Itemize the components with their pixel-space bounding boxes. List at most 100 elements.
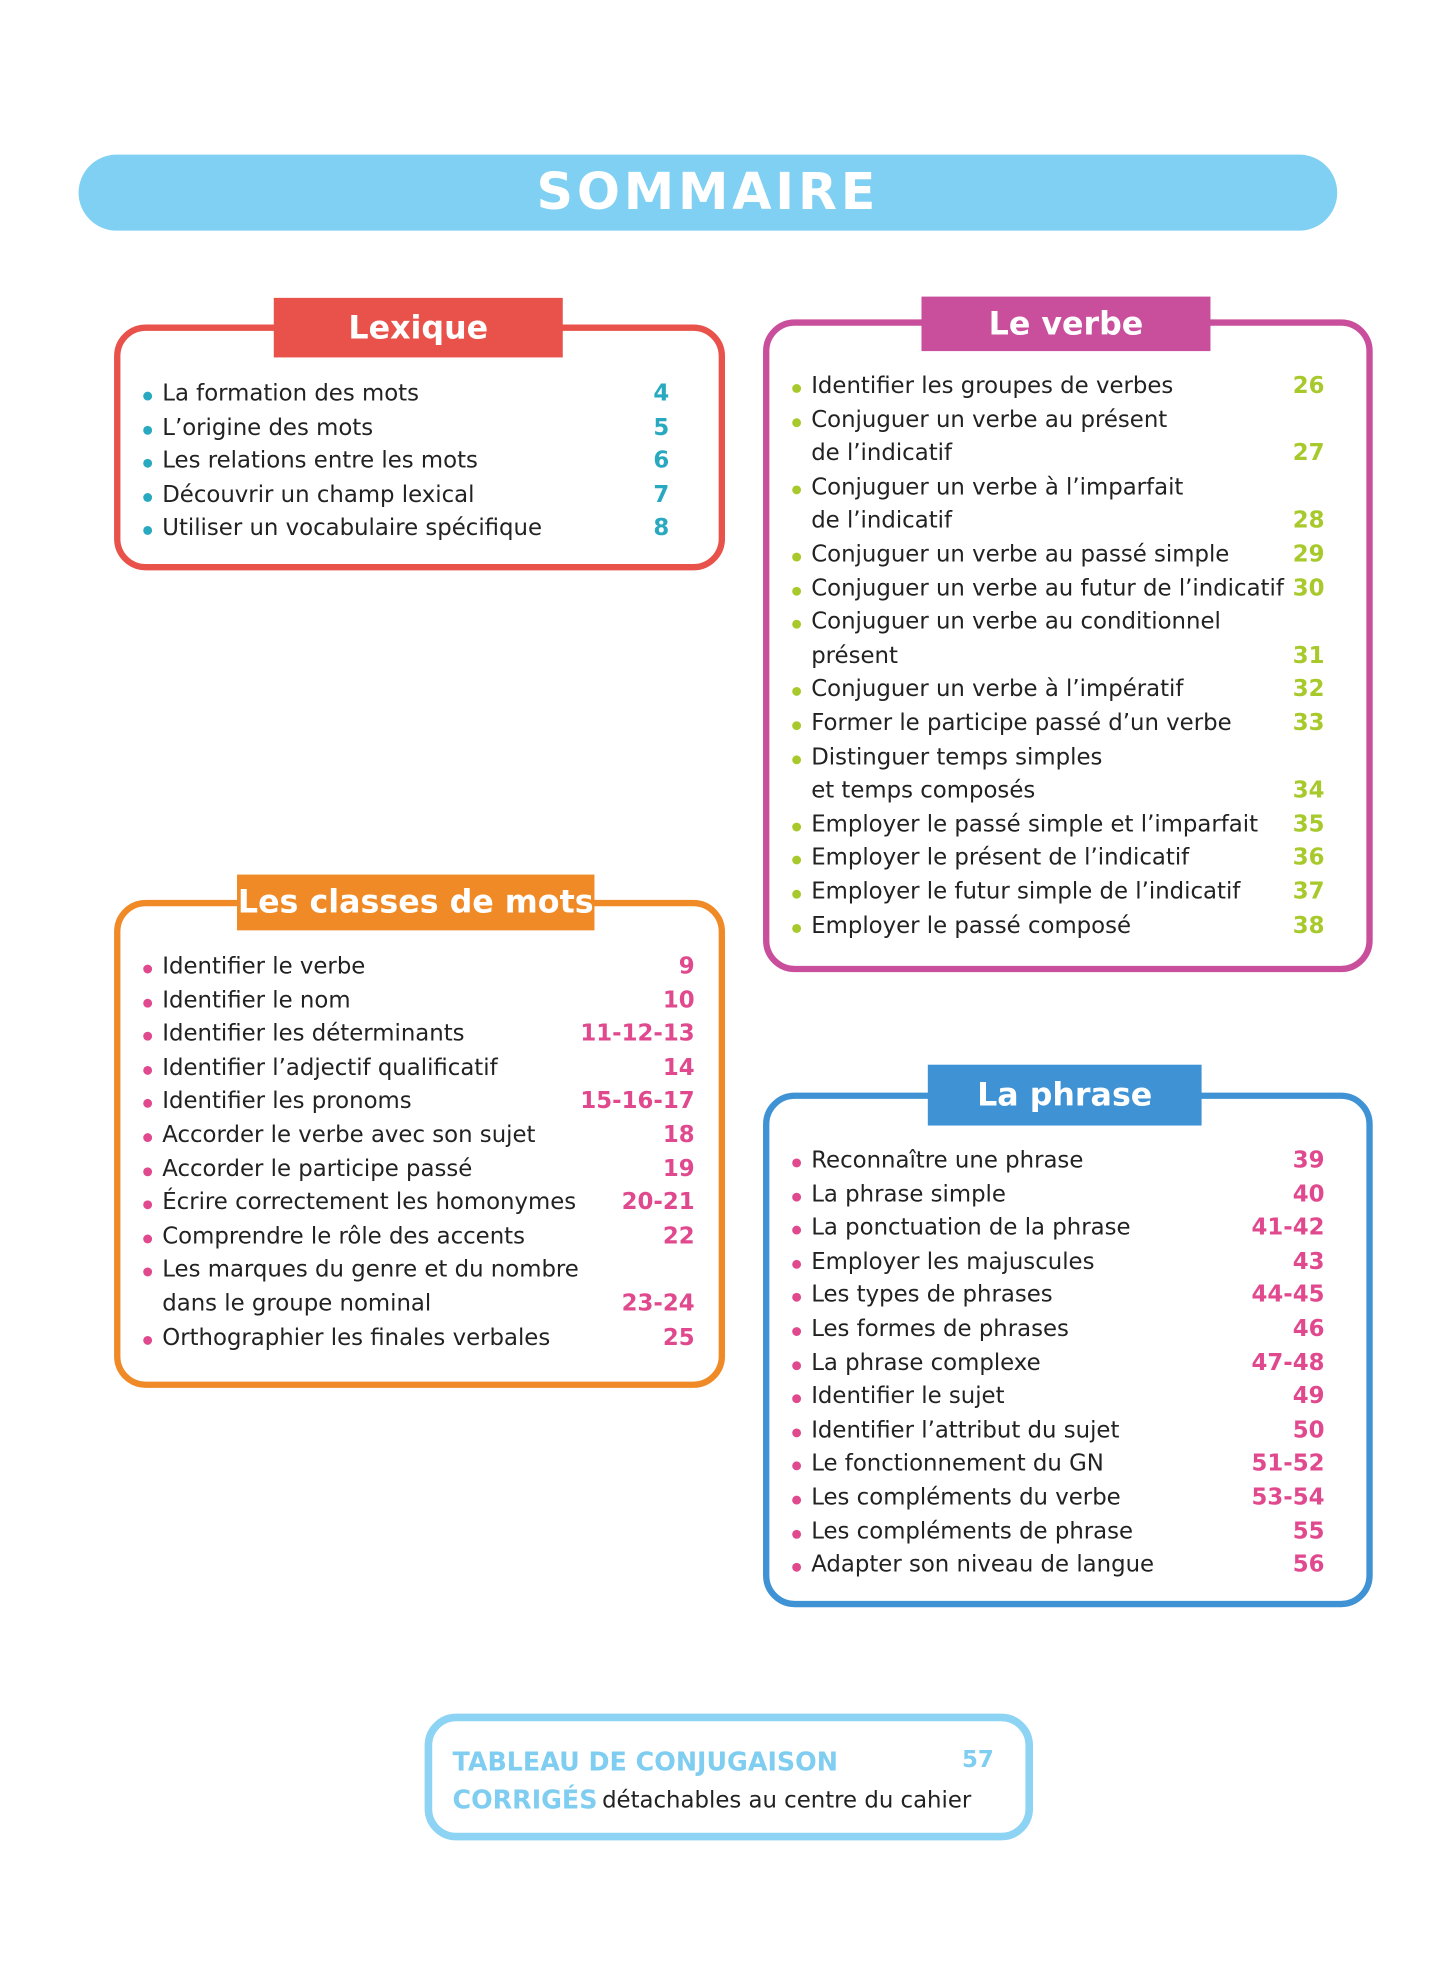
page-number: 22: [662, 1222, 695, 1250]
footer-box: TABLEAU DE CONJUGAISON 57 CORRIGÉS détac…: [424, 1713, 1034, 1841]
page-number: 20-21: [621, 1189, 695, 1216]
page-number: 49: [1292, 1383, 1325, 1410]
item-text: La formation des mots: [162, 380, 419, 407]
item-text: Orthographier les finales verbales: [162, 1324, 551, 1351]
item-text: et temps composés: [811, 777, 1036, 804]
bullet: [792, 1428, 802, 1438]
page-number: 39: [1292, 1147, 1325, 1174]
page-number: 43: [1292, 1248, 1325, 1275]
item-text: Identifier l’attribut du sujet: [811, 1416, 1120, 1444]
bullet: [143, 425, 153, 435]
page-number: 29: [1292, 541, 1325, 568]
bullet: [792, 889, 802, 899]
bullet: [143, 1267, 153, 1277]
bullet: [792, 1461, 802, 1471]
page-number: 4: [653, 380, 670, 407]
footer-line: TABLEAU DE CONJUGAISON: [452, 1746, 838, 1778]
page-number: 27: [1292, 440, 1325, 467]
bullet: [792, 485, 802, 495]
bullet: [143, 526, 153, 536]
item-text: Conjuguer un verbe au futur de l’indicat…: [811, 574, 1284, 602]
page-number: 30: [1292, 574, 1325, 602]
page-number: 23-24: [621, 1290, 695, 1317]
page-number: 19: [662, 1155, 695, 1183]
footer-note: détachables au centre du cahier: [602, 1787, 972, 1814]
bullet: [792, 1158, 802, 1168]
bullet: [143, 492, 153, 502]
item-text: dans le groupe nominal: [162, 1290, 432, 1317]
bullet: [792, 822, 802, 832]
bullet: [792, 1529, 802, 1539]
item-text: Reconnaître une phrase: [811, 1147, 1084, 1174]
item-text: Adapter son niveau de langue: [811, 1551, 1155, 1579]
page-number: 7: [653, 481, 670, 509]
bullet: [143, 459, 153, 468]
page-number: 28: [1292, 507, 1325, 535]
item-text: Les formes de phrases: [811, 1315, 1069, 1343]
section-title: Lexique: [273, 297, 563, 358]
page-number: 41-42: [1251, 1214, 1325, 1242]
item-text: La phrase simple: [811, 1180, 1006, 1208]
page-number: 56: [1292, 1551, 1325, 1579]
item-text: Écrire correctement les homonymes: [162, 1189, 577, 1216]
page-number: 31: [1292, 642, 1325, 669]
bullet: [792, 417, 802, 427]
item-text: La phrase complexe: [811, 1349, 1041, 1376]
item-text: Conjuguer un verbe au conditionnel: [811, 608, 1221, 636]
bullet: [143, 391, 153, 401]
bullet: [143, 1335, 153, 1345]
bullet: [792, 923, 802, 933]
item-text: Identifier le verbe: [162, 953, 366, 980]
item-text: Utiliser un vocabulaire spécifique: [162, 515, 543, 542]
page-number: 8: [653, 515, 670, 542]
page-number: 50: [1292, 1416, 1325, 1444]
item-text: Le fonctionnement du GN: [811, 1450, 1104, 1478]
item-text: Employer les majuscules: [811, 1248, 1095, 1275]
item-text: Identifier les pronoms: [162, 1088, 412, 1115]
item-text: Découvrir un champ lexical: [162, 481, 475, 509]
item-text: Les compléments de phrase: [811, 1517, 1134, 1545]
page-number: 55: [1292, 1517, 1325, 1545]
page-number: 15-16-17: [580, 1088, 695, 1115]
bullet: [792, 384, 802, 393]
bullet: [143, 964, 153, 974]
bullet: [792, 1192, 802, 1202]
item-text: Former le participe passé d’un verbe: [811, 709, 1232, 737]
page-number: 37: [1292, 878, 1325, 905]
item-text: Les relations entre les mots: [162, 447, 478, 475]
bullet: [792, 1563, 802, 1572]
item-text: Accorder le verbe avec son sujet: [162, 1121, 536, 1149]
bullet: [143, 1200, 153, 1210]
item-text: Employer le passé simple et l’imparfait: [811, 810, 1259, 838]
item-text: Comprendre le rôle des accents: [162, 1222, 526, 1250]
bullet: [792, 1327, 802, 1336]
bullet: [792, 586, 802, 596]
page-number: 32: [1292, 676, 1325, 703]
footer-page: 57: [962, 1746, 994, 1774]
item-text: Identifier les déterminants: [162, 1020, 465, 1048]
item-text: Les marques du genre et du nombre: [162, 1256, 579, 1284]
item-text: La ponctuation de la phrase: [811, 1214, 1131, 1242]
item-text: Conjuguer un verbe au passé simple: [811, 541, 1230, 568]
item-text: Conjuguer un verbe au présent: [811, 406, 1168, 433]
page-number: 47-48: [1251, 1349, 1325, 1376]
page-number: 44-45: [1251, 1281, 1325, 1309]
page-number: 53-54: [1251, 1484, 1325, 1511]
section-title: Les classes de mots: [237, 874, 595, 931]
page-number: 18: [662, 1121, 695, 1149]
bullet: [792, 687, 802, 697]
page-number: 11-12-13: [580, 1020, 695, 1048]
bullet: [792, 1293, 802, 1303]
footer-label: CORRIGÉS: [452, 1784, 598, 1816]
item-text: de l’indicatif: [811, 507, 953, 535]
item-text: L’origine des mots: [162, 413, 374, 441]
bullet: [143, 1133, 153, 1143]
page-number: 26: [1292, 372, 1325, 400]
item-text: Distinguer temps simples: [811, 743, 1103, 771]
section-title: La phrase: [927, 1064, 1202, 1126]
bullet: [792, 552, 802, 562]
bullet: [143, 1166, 153, 1176]
page-number: 9: [678, 953, 695, 980]
item-text: Conjuguer un verbe à l’impératif: [811, 676, 1184, 703]
